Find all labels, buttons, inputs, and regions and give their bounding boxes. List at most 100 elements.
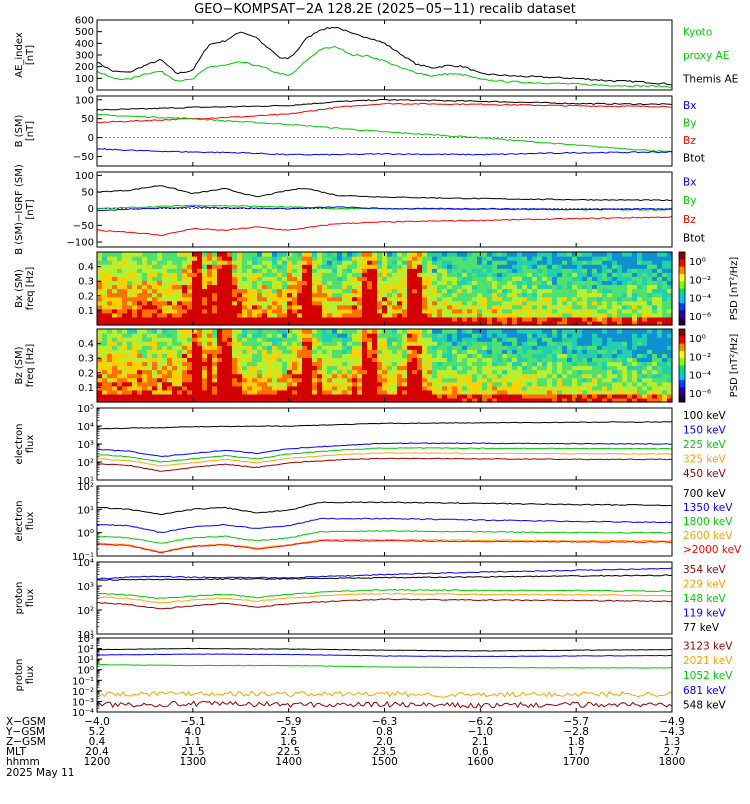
spectrogram-cell — [262, 369, 268, 375]
spectrogram-cell — [137, 333, 143, 338]
spectrogram-cell — [347, 268, 353, 273]
spectrogram-cell — [427, 373, 433, 379]
spectrogram-cell — [467, 296, 473, 302]
spectrogram-cell — [637, 308, 643, 314]
spectrogram-cell — [132, 361, 138, 367]
spectrogram-cell — [222, 280, 228, 286]
spectrogram-cell — [257, 272, 263, 277]
spectrogram-cell — [192, 377, 198, 383]
spectrogram-cell — [372, 353, 378, 358]
y-tick-label: −50 — [73, 152, 94, 163]
spectrogram-cell — [237, 353, 243, 358]
spectrogram-cell — [587, 349, 593, 354]
spectrogram-cell — [612, 252, 618, 257]
spectrogram-cell — [472, 329, 478, 334]
spectrogram-cell — [332, 373, 338, 379]
spectrogram-cell — [452, 365, 458, 371]
colorbar — [678, 328, 686, 403]
spectrogram-cell — [507, 304, 513, 310]
spectrogram-cell — [362, 361, 368, 367]
spectrogram-cell — [577, 353, 583, 358]
spectrogram-cell — [337, 381, 343, 387]
spectrogram-cell — [652, 308, 658, 314]
spectrogram-cell — [187, 268, 193, 273]
spectrogram-cell — [157, 337, 163, 342]
spectrogram-cell — [552, 365, 558, 371]
spectrogram-cell — [487, 345, 493, 350]
spectrogram-cell — [247, 276, 253, 281]
spectrogram-cell — [272, 357, 278, 363]
y-axis-label: freq [Hz] — [25, 267, 36, 311]
spectrogram-cell — [267, 369, 273, 375]
spectrogram-cell — [567, 385, 573, 391]
spectrogram-cell — [447, 284, 453, 290]
spectrogram-cell — [177, 349, 183, 354]
spectrogram-cell — [117, 349, 123, 354]
spectrogram-cell — [577, 284, 583, 290]
spectrogram-cell — [147, 256, 153, 261]
spectrogram-cell — [632, 276, 638, 281]
spectrogram-cell — [592, 264, 598, 269]
spectrogram-cell — [562, 260, 568, 265]
spectrogram-cell — [602, 345, 608, 350]
spectrogram-cell — [612, 320, 618, 326]
spectrogram-cell — [112, 252, 118, 257]
spectrogram-cell — [387, 308, 393, 314]
spectrogram-cell — [342, 329, 348, 334]
spectrogram-cell — [312, 397, 318, 403]
spectrogram-cell — [512, 385, 518, 391]
spectrogram-cell — [287, 353, 293, 358]
spectrogram-cell — [417, 333, 423, 338]
spectrogram-cell — [232, 333, 238, 338]
spectrogram-cell — [312, 385, 318, 391]
spectrogram-cell — [392, 256, 398, 261]
spectrogram-cell — [342, 373, 348, 379]
spectrogram-cell — [352, 337, 358, 342]
spectrogram-cell — [502, 308, 508, 314]
spectrogram-cell — [307, 357, 313, 363]
spectrogram-cell — [332, 333, 338, 338]
spectrogram-cell — [172, 329, 178, 334]
spectrogram-cell — [302, 389, 308, 395]
spectrogram-cell — [187, 280, 193, 286]
spectrogram-cell — [382, 296, 388, 302]
spectrogram-cell — [337, 397, 343, 403]
spectrogram-cell — [217, 353, 223, 358]
spectrogram-cell — [632, 369, 638, 375]
spectrogram-cell — [377, 345, 383, 350]
spectrogram-cell — [162, 252, 168, 257]
spectrogram-cell — [357, 337, 363, 342]
spectrogram-cell — [612, 296, 618, 302]
spectrogram-cell — [382, 268, 388, 273]
spectrogram-cell — [147, 377, 153, 383]
spectrogram-cell — [482, 296, 488, 302]
spectrogram-cell — [322, 296, 328, 302]
spectrogram-cell — [322, 337, 328, 342]
spectrogram-cell — [287, 369, 293, 375]
spectrogram-cell — [497, 276, 503, 281]
spectrogram-cell — [517, 288, 523, 294]
spectrogram-cell — [267, 292, 273, 298]
series-line — [96, 442, 672, 458]
spectrogram-cell — [212, 304, 218, 310]
spectrogram-cell — [147, 300, 153, 306]
spectrogram-cell — [152, 312, 158, 318]
spectrogram-cell — [267, 341, 273, 346]
spectrogram-cell — [667, 349, 673, 354]
spectrogram-cell — [472, 296, 478, 302]
spectrogram-cell — [412, 337, 418, 342]
spectrogram-cell — [407, 312, 413, 318]
spectrogram-cell — [422, 304, 428, 310]
spectrogram-cell — [412, 389, 418, 395]
spectrogram-cell — [642, 345, 648, 350]
spectrogram-cell — [267, 353, 273, 358]
series-line — [96, 148, 673, 156]
spectrogram-cell — [117, 377, 123, 383]
spectrogram-cell — [332, 272, 338, 277]
spectrogram-cell — [357, 357, 363, 363]
spectrogram-cell — [597, 300, 603, 306]
spectrogram-cell — [567, 252, 573, 257]
spectrogram-cell — [637, 256, 643, 261]
spectrogram-cell — [112, 316, 118, 322]
spectrogram-cell — [612, 272, 618, 277]
